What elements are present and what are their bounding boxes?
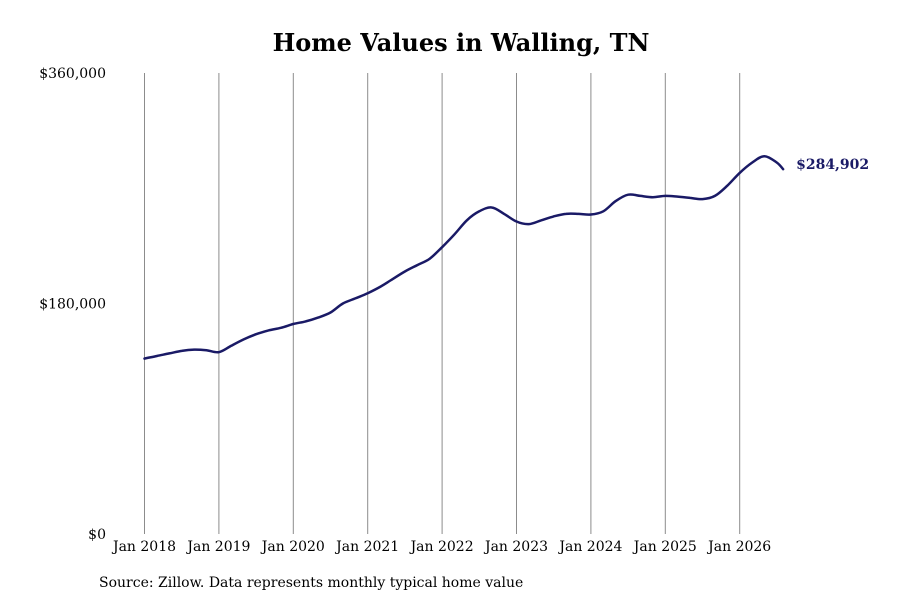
x-tick-label: Jan 2018 bbox=[111, 539, 176, 555]
end-value-label: $284,902 bbox=[796, 157, 869, 173]
x-tick-label: Jan 2022 bbox=[409, 539, 474, 555]
x-tick-label: Jan 2020 bbox=[260, 539, 325, 555]
y-axis-ticks: $0 $180,000 $360,000 bbox=[39, 66, 106, 543]
y-tick-label: $0 bbox=[88, 527, 106, 543]
source-note: Source: Zillow. Data represents monthly … bbox=[99, 575, 523, 591]
y-tick-label: $180,000 bbox=[39, 297, 106, 313]
gridlines bbox=[144, 73, 741, 534]
chart-title: Home Values in Walling, TN bbox=[273, 28, 650, 57]
x-tick-label: Jan 2026 bbox=[706, 539, 771, 555]
x-tick-label: Jan 2025 bbox=[632, 539, 697, 555]
series-line bbox=[143, 154, 785, 360]
x-axis-ticks: Jan 2018 Jan 2019 Jan 2020 Jan 2021 Jan 2022… bbox=[111, 539, 771, 555]
x-tick-label: Jan 2023 bbox=[483, 539, 548, 555]
x-tick-label: Jan 2019 bbox=[185, 539, 250, 555]
y-tick-label: $360,000 bbox=[39, 66, 106, 82]
x-tick-label: Jan 2021 bbox=[334, 539, 399, 555]
x-tick-label: Jan 2024 bbox=[557, 539, 622, 555]
